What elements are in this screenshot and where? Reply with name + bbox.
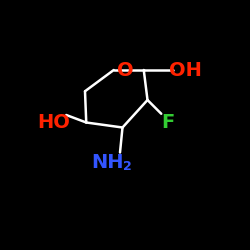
Text: 2: 2 (123, 160, 132, 173)
Text: O: O (117, 60, 133, 80)
Text: OH: OH (168, 60, 202, 80)
Text: F: F (161, 113, 174, 132)
Text: NH: NH (91, 153, 124, 172)
Text: HO: HO (37, 113, 70, 132)
